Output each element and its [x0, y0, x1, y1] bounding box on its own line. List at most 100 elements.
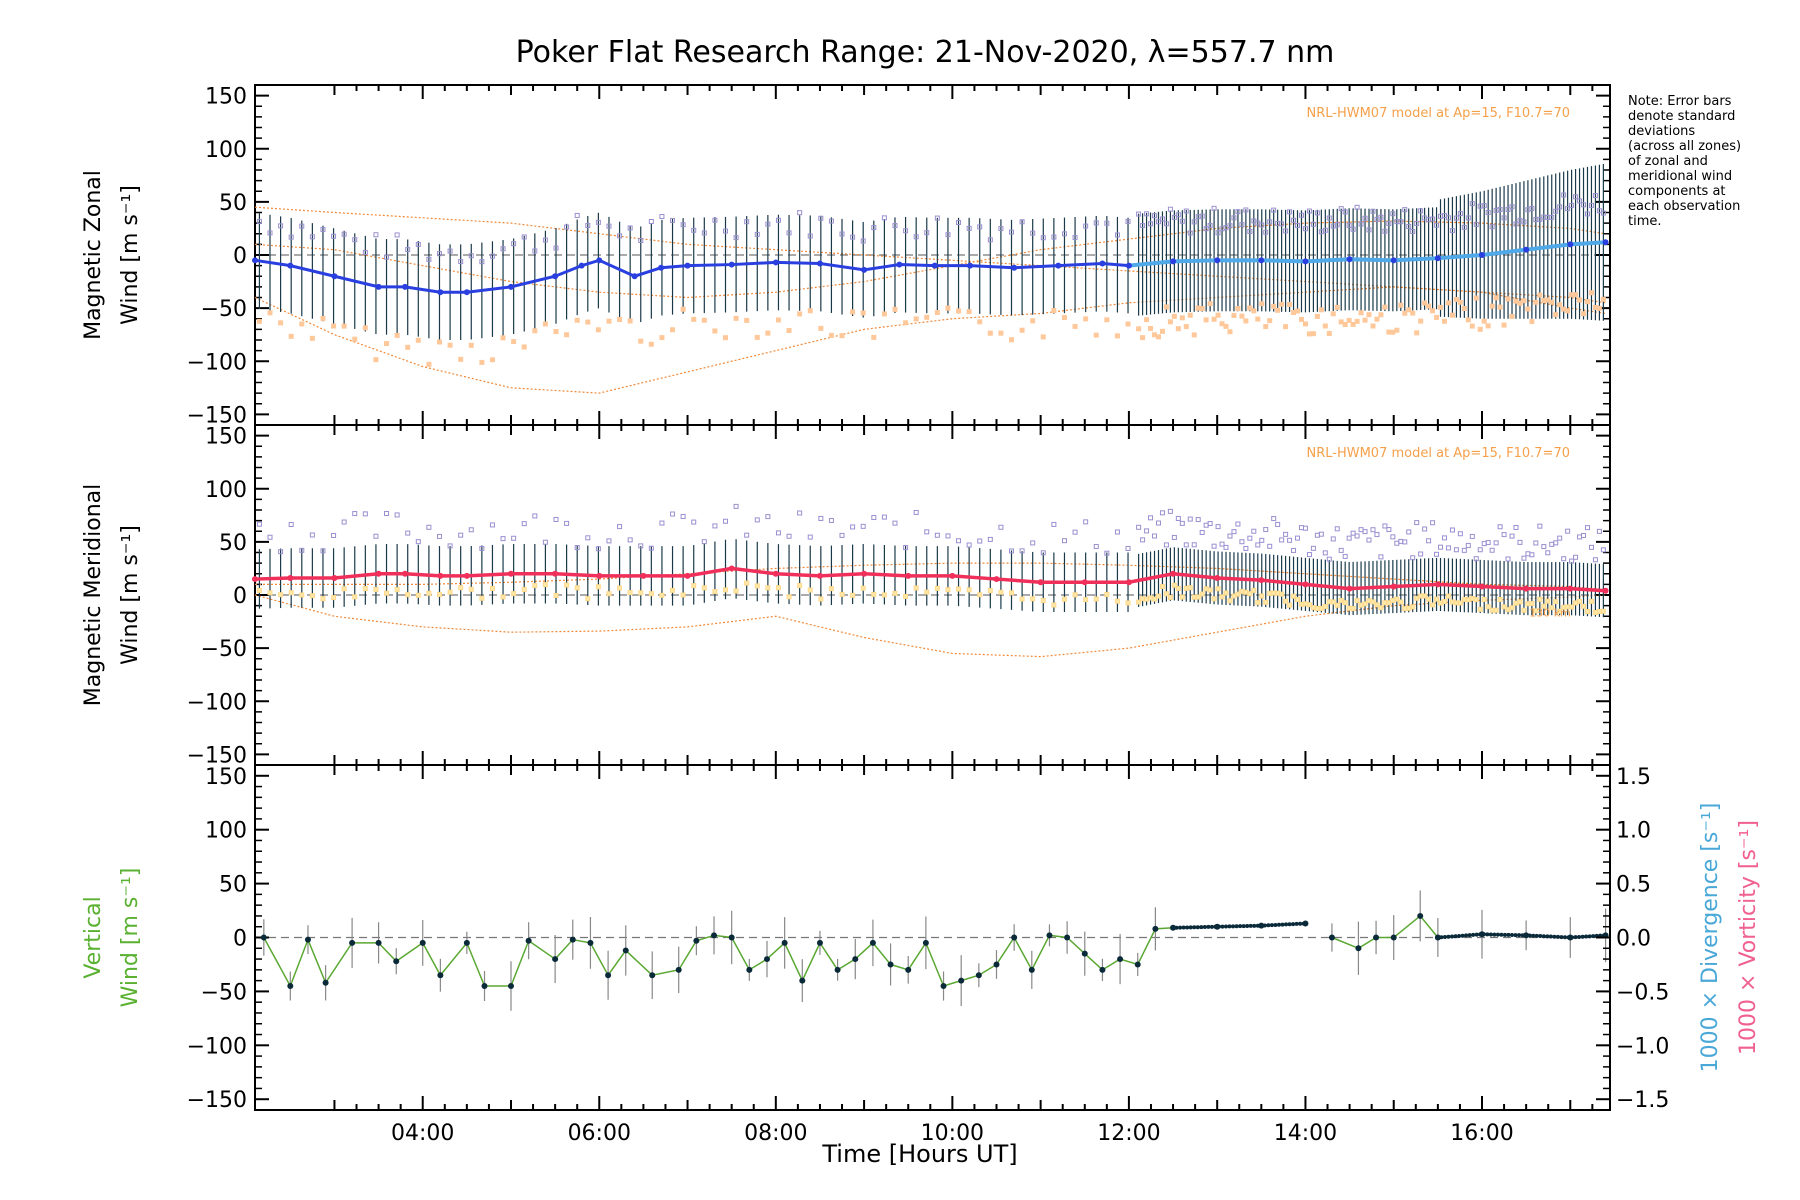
scatter-lower [1402, 310, 1408, 316]
scatter-upper [966, 225, 972, 231]
scatter-upper [1449, 527, 1455, 533]
note-line: deviations [1628, 124, 1695, 139]
scatter-upper [606, 538, 612, 544]
scatter-upper [1414, 220, 1420, 226]
scatter-upper [1346, 535, 1352, 541]
y-tick-label: 50 [219, 191, 247, 216]
zonal-wind-point [578, 262, 585, 269]
zonal-wind-point [1390, 257, 1397, 264]
scatter-upper [903, 545, 909, 551]
vertical-wind-point [1513, 933, 1518, 938]
scatter-upper [1227, 533, 1233, 539]
scatter-lower [807, 308, 813, 314]
scatter-upper [1163, 542, 1169, 548]
meridional-wind-point [375, 570, 382, 577]
scatter-lower [1140, 335, 1146, 341]
scatter-lower [1600, 296, 1606, 302]
zonal-wind-point [728, 261, 735, 268]
scatter-lower [1533, 608, 1539, 614]
scatter-lower [1211, 596, 1217, 602]
scatter-upper [468, 253, 474, 259]
scatter-lower [1093, 596, 1099, 602]
scatter-upper [1517, 539, 1523, 545]
scatter-upper [1199, 529, 1205, 535]
scatter-lower [1302, 601, 1308, 607]
scatter-upper [945, 232, 951, 238]
zonal-wind-point [861, 266, 868, 273]
vertical-wind-point [1195, 925, 1200, 930]
scatter-upper [828, 517, 834, 523]
scatter-lower [1445, 593, 1451, 599]
vertical-wind-point [1566, 935, 1571, 940]
vertical-wind-point [1373, 934, 1380, 941]
scatter-lower [1187, 312, 1193, 318]
y-tick-label: −150 [187, 743, 247, 768]
vertical-wind-point [1216, 924, 1221, 929]
scatter-lower [1009, 337, 1015, 343]
zonal-wind-point [252, 257, 258, 264]
scatter-lower [1588, 598, 1594, 604]
scatter-upper [1509, 204, 1515, 210]
scatter-upper [1509, 533, 1515, 539]
scatter-upper [256, 521, 262, 527]
scatter-upper [1271, 207, 1277, 213]
scatter-lower [436, 339, 442, 345]
scatter-upper [447, 248, 453, 254]
scatter-lower [394, 332, 400, 338]
scatter-upper [1163, 221, 1169, 227]
vertical-wind-point [1241, 924, 1246, 929]
scatter-lower [1541, 603, 1547, 609]
scatter-lower [1171, 313, 1177, 319]
vertical-wind-point [834, 966, 841, 973]
scatter-lower [1509, 313, 1515, 319]
scatter-upper [1338, 547, 1344, 553]
note-line: each observation [1628, 199, 1740, 214]
scatter-upper [373, 232, 379, 238]
scatter-lower [532, 583, 538, 589]
scatter-lower [362, 325, 368, 331]
scatter-upper [627, 537, 633, 543]
scatter-lower [1449, 599, 1455, 605]
scatter-lower [807, 587, 813, 593]
scatter-lower [1275, 590, 1281, 596]
scatter-lower [892, 306, 898, 312]
scatter-lower [1553, 599, 1559, 605]
scatter-lower [1549, 605, 1555, 611]
scatter-lower [1083, 316, 1089, 322]
scatter-upper [956, 219, 962, 225]
scatter-lower [1386, 600, 1392, 606]
scatter-upper [1573, 194, 1579, 200]
meridional-wind-point [1390, 583, 1397, 590]
vertical-wind-point [1580, 934, 1585, 939]
scatter-upper [352, 511, 358, 517]
vertical-wind-point [816, 939, 823, 946]
vorticity-axis-label: 1000 × Vorticity [s⁻¹] [1736, 820, 1761, 1055]
scatter-lower [1061, 315, 1067, 321]
vertical-wind-point [1355, 945, 1362, 952]
scatter-upper [818, 515, 824, 521]
scatter-lower [1310, 605, 1316, 611]
scatter-lower [1434, 314, 1440, 320]
scatter-lower [1497, 596, 1503, 602]
vertical-wind-point [1245, 923, 1250, 928]
vertical-wind-point [1481, 932, 1486, 937]
scatter-lower [1545, 297, 1551, 303]
vertical-wind-point [1011, 934, 1018, 941]
zonal-wind-point [1567, 241, 1574, 248]
scatter-lower [1592, 304, 1598, 310]
zonal-wind-point [1258, 257, 1265, 264]
scatter-upper [1386, 221, 1392, 227]
scatter-lower [288, 333, 294, 339]
zonal-wind-point [596, 257, 603, 264]
scatter-lower [1093, 332, 1099, 338]
y-tick-label: 100 [205, 819, 247, 844]
scatter-upper [1159, 216, 1165, 222]
meridional-wind-point [1170, 570, 1177, 577]
scatter-lower [722, 335, 728, 341]
scatter-lower [1569, 292, 1575, 298]
scatter-lower [447, 342, 453, 348]
scatter-upper [595, 546, 601, 552]
scatter-lower [1402, 606, 1408, 612]
meridional-wind-point [507, 570, 514, 577]
